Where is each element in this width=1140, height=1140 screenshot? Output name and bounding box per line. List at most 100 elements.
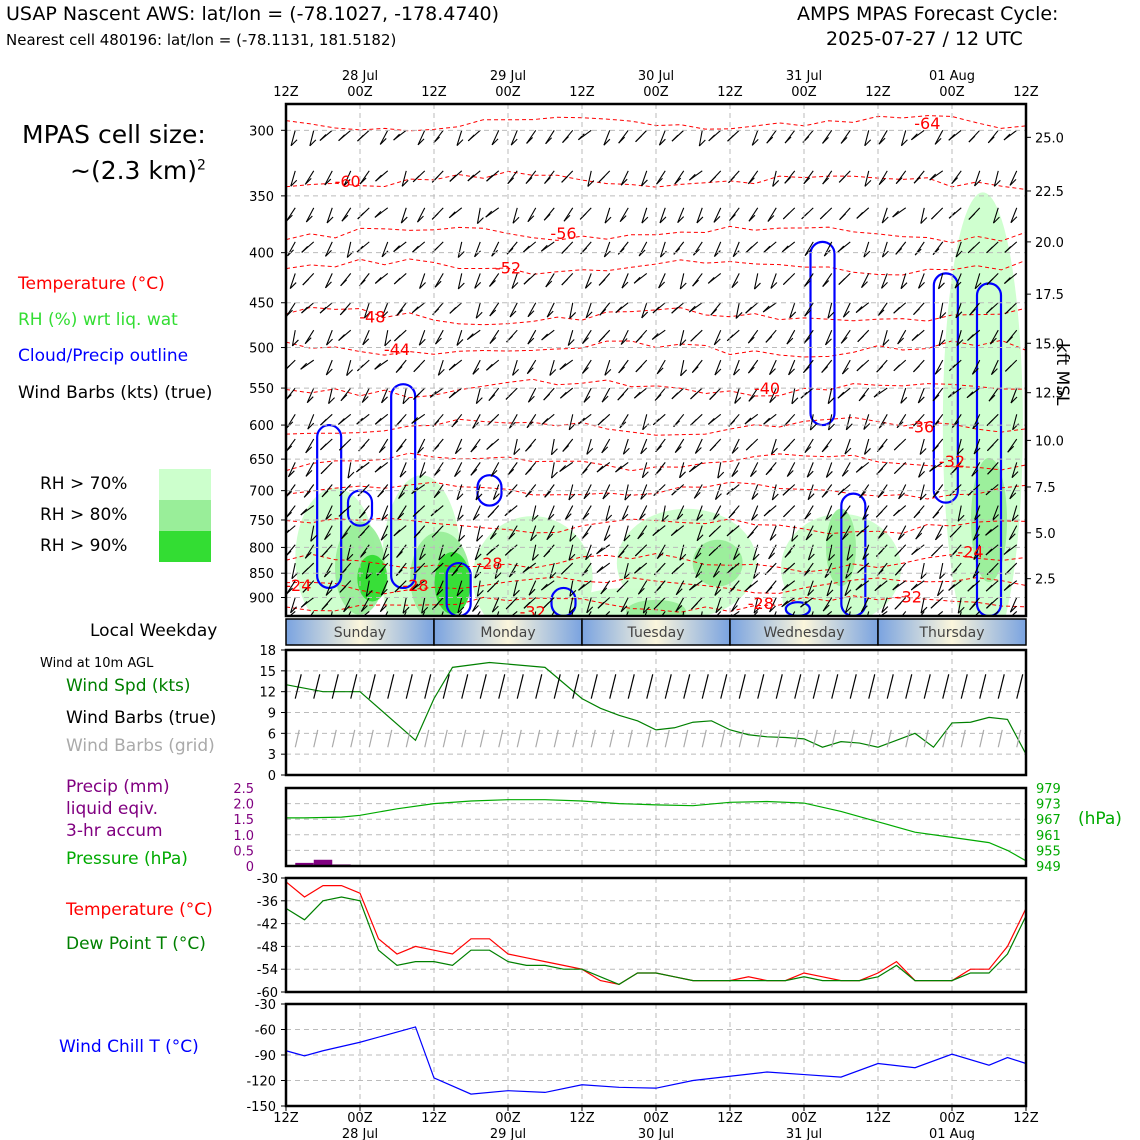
wind-barb-feather [603, 250, 611, 258]
wind-barb [751, 130, 759, 146]
pressure-tick-label: 979 [1036, 782, 1061, 797]
wind-barb-feather [379, 138, 387, 145]
wind-barb [419, 462, 426, 478]
wind-barb-feather [508, 570, 516, 578]
wind-barb-feather [635, 335, 643, 343]
temperature-contour-label: -40 [754, 379, 780, 398]
wind-barb-feather [827, 397, 835, 405]
wind-barb-feather [307, 422, 315, 430]
wind-barb-feather [286, 309, 293, 317]
pressure-tick-label: 300 [249, 124, 274, 139]
wind-barb [569, 302, 574, 319]
wind-barb [644, 611, 648, 616]
wind-barb [623, 562, 629, 579]
wind-barb-feather [511, 282, 519, 289]
wind-barb-grid [646, 729, 652, 748]
wind-barb [398, 484, 407, 499]
wind-barb-feather [455, 447, 462, 455]
wind-barb [1009, 170, 1018, 186]
wind-barb [305, 438, 315, 454]
wind-barb-feather [419, 471, 427, 478]
legend-rh80-swatch [159, 500, 211, 531]
wind-barb-feather [771, 493, 779, 501]
wind-barb-feather [585, 281, 592, 289]
wind-barb-feather [712, 570, 720, 578]
temperature-contour [286, 378, 1026, 399]
temp-tick-label: -36 [257, 895, 278, 910]
wind-barb-feather [328, 397, 335, 405]
wind-barb-feather [374, 465, 382, 473]
wind-barb-feather [727, 134, 734, 142]
wind-barb [957, 505, 962, 522]
wind-barb [549, 562, 555, 579]
wind-barb [304, 544, 315, 559]
wind-barb-feather [784, 176, 792, 184]
wind-barb-feather [845, 423, 853, 431]
wind-barb-feather [475, 493, 483, 501]
legend-wind-barbs-true: Wind Barbs (true) [66, 708, 217, 728]
bottom-hour-label: 12Z [865, 1111, 891, 1126]
wind-barb [528, 580, 537, 596]
legend-wind-spd: Wind Spd (kts) [66, 676, 191, 696]
wind-barb-feather [456, 589, 464, 597]
wind-barb-10m [479, 674, 487, 699]
wind-barb-feather [709, 176, 717, 183]
wind-barb [901, 611, 907, 616]
temperature-panel-frame [284, 876, 1028, 994]
wind-barb-feather [771, 447, 778, 455]
wind-barb-feather [601, 395, 609, 403]
temp-tick-label: -30 [257, 872, 278, 887]
wind-barb-feather [393, 133, 400, 141]
wind-barb [603, 525, 611, 541]
wind-barb-feather [358, 511, 366, 519]
wind-barb-feather [973, 533, 980, 541]
wind-barb-feather [769, 605, 776, 613]
top-date-label: 31 Jul [786, 69, 822, 84]
temperature-contour [286, 417, 1026, 436]
wind-barb-feather [864, 448, 871, 455]
wind-barb [585, 544, 592, 560]
chill-tick-label: -30 [255, 998, 276, 1013]
wind-barb [845, 562, 851, 579]
wind-barb-feather [491, 138, 499, 146]
wind-barb [326, 207, 333, 224]
wind-barb-feather [783, 510, 790, 518]
wind-barb-feather [767, 215, 775, 222]
wind-barb-feather [772, 180, 780, 187]
wind-barb-feather [920, 572, 928, 580]
top-hour-label: 12Z [1013, 85, 1039, 100]
wind-barb [675, 597, 685, 612]
wind-barb-feather [300, 362, 308, 370]
legend-temperature-2: Temperature (°C) [66, 900, 213, 920]
wind-barb-feather [523, 277, 531, 285]
wind-barb-feather [732, 250, 740, 258]
wind-barb-feather [601, 446, 609, 454]
wind-barb-feather [303, 490, 311, 498]
wind-barb-feather [411, 417, 419, 424]
wind-barb [939, 302, 944, 319]
legend-windchill: Wind Chill T (°C) [59, 1037, 199, 1057]
wind-barb-grid [664, 729, 670, 748]
wind-barb [918, 273, 925, 289]
wind-barb-feather [544, 490, 552, 498]
wind-barb-feather [786, 470, 794, 477]
wind-barb-feather [306, 396, 314, 404]
wind-barb-feather [639, 513, 646, 521]
wind-barb-feather [433, 469, 441, 477]
wind-barb-feather [765, 586, 773, 594]
wind-barb-feather [326, 216, 334, 224]
wind-barb-feather [394, 585, 402, 593]
wind-barb [291, 330, 296, 347]
wind-barb-feather [598, 335, 606, 343]
wind-barb-feather [938, 282, 945, 290]
wind-barb-feather [448, 391, 456, 399]
wind-barb-feather [338, 443, 346, 451]
wind-barb-feather [309, 139, 317, 147]
wind-barb-feather [990, 337, 997, 345]
wind-barb [347, 462, 352, 479]
wind-barb-feather [340, 279, 348, 287]
wind-barb-feather [398, 492, 405, 499]
wind-barb [325, 505, 333, 521]
wind-barb [365, 580, 370, 597]
wind-barb [731, 273, 740, 288]
